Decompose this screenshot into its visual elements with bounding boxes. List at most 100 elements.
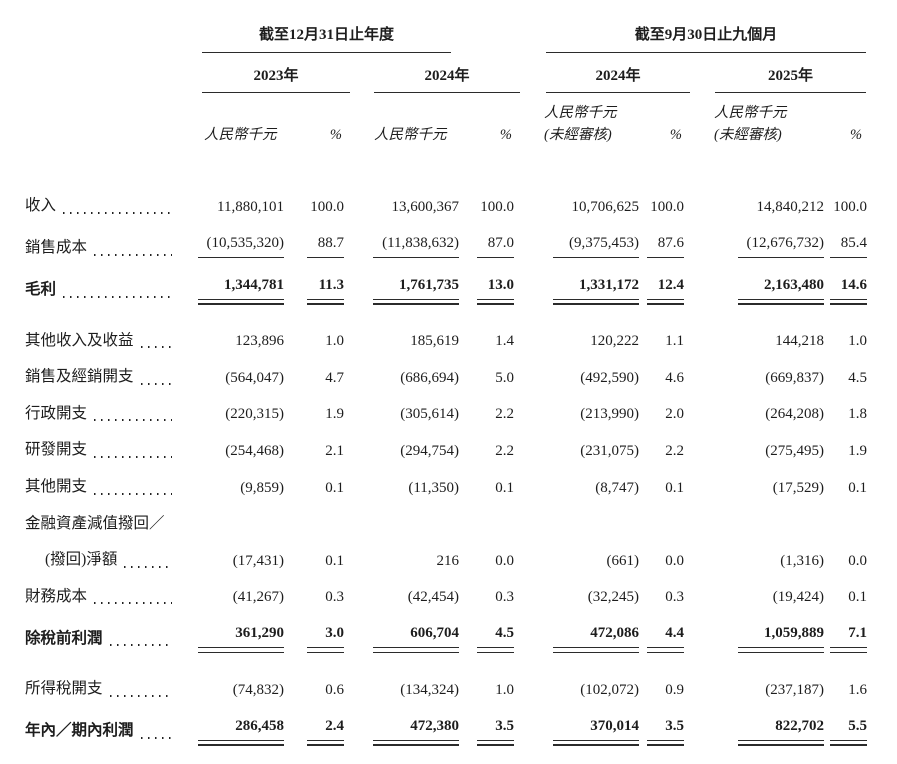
row-label-cell: 銷售成本 (25, 226, 180, 268)
amount-cell (350, 507, 465, 544)
percent-value: 5.0 (495, 369, 515, 386)
percent-value: 4.5 (477, 624, 515, 654)
percent-cell: 3.5 (645, 709, 690, 751)
unit-label: 人民幣千元 (374, 127, 447, 144)
row-label: 年內／期內利潤 (25, 722, 134, 740)
percent-value: 88.7 (307, 234, 344, 258)
row-label-cell: (撥回)淨額 (25, 543, 180, 580)
table-row: 財務成本 (41,267) 0.3 (42,454) 0.3 (32,245) 0.3 (19… (25, 580, 870, 617)
amount-cell: (669,837) (690, 360, 830, 397)
amount-value: (19,424) (772, 589, 825, 606)
percent-value: 1.1 (665, 333, 685, 350)
row-label: 金融資產減值撥回／ (25, 514, 165, 532)
percent-cell: 85.4 (830, 226, 870, 268)
percent-cell: 1.8 (830, 397, 870, 434)
percent-value: 1.8 (848, 406, 868, 423)
dot-leader (94, 602, 172, 605)
amount-value: (564,047) (225, 369, 284, 386)
table-row: (撥回)淨額 (17,431) 0.1 216 0.0 (661) 0.0 (1,316) 0.… (25, 543, 870, 580)
row-label: 研發開支 (25, 441, 88, 459)
amount-cell (520, 507, 645, 544)
dot-leader (140, 382, 172, 385)
percent-cell: 2.1 (290, 433, 350, 470)
percent-value: 0.1 (495, 479, 515, 496)
percent-value: 0.0 (665, 552, 685, 569)
row-label: 除稅前利潤 (25, 629, 103, 647)
amount-value: (102,072) (580, 681, 640, 698)
percent-cell: 4.4 (645, 616, 690, 658)
amount-value: 144,218 (775, 333, 825, 350)
percent-cell: 0.1 (830, 470, 870, 507)
amount-value: (237,187) (765, 681, 825, 698)
amount-value: (10,535,320) (198, 234, 284, 258)
amount-value: (12,676,732) (738, 234, 825, 258)
amount-value: (275,495) (765, 442, 825, 459)
amount-cell: 13,600,367 (350, 147, 465, 226)
dot-leader (140, 346, 172, 349)
row-label: 銷售成本 (25, 238, 88, 256)
amount-value: (17,529) (772, 479, 825, 496)
amount-cell: 185,619 (350, 310, 465, 361)
row-label-cell: 財務成本 (25, 580, 180, 617)
percent-value: 85.4 (830, 234, 868, 258)
percent-cell (290, 507, 350, 544)
amount-cell: 361,290 (180, 616, 290, 658)
percent-value: 14.6 (830, 276, 868, 305)
percent-value: 2.4 (307, 717, 344, 746)
amount-cell: 286,458 (180, 709, 290, 751)
dot-leader (63, 211, 172, 214)
unit-label-text: 人民幣千元 (714, 105, 787, 121)
amount-cell: (42,454) (350, 580, 465, 617)
amount-value: (9,859) (240, 479, 284, 496)
row-label-cell: 收入 (25, 147, 180, 226)
table-row: 毛利 1,344,781 11.3 1,761,735 13.0 1,331,172 12.… (25, 268, 870, 310)
row-label: 行政開支 (25, 404, 88, 422)
percent-value: 2.2 (665, 442, 685, 459)
percent-cell: 0.3 (465, 580, 520, 617)
percent-value: 7.1 (830, 624, 868, 654)
percent-cell: 0.0 (645, 543, 690, 580)
percent-cell: 0.1 (465, 470, 520, 507)
dot-leader (94, 455, 172, 458)
amount-value: (17,431) (232, 552, 284, 569)
percent-value: 0.9 (665, 681, 685, 698)
period-group-9m-title: 截至9月30日止九個月 (546, 26, 867, 53)
amount-value: (220,315) (225, 406, 284, 423)
header-spacer (25, 53, 180, 93)
amount-value: 822,702 (738, 717, 825, 746)
row-label: 銷售及經銷開支 (25, 368, 134, 386)
percent-cell: 0.0 (830, 543, 870, 580)
amount-value: (254,468) (225, 442, 284, 459)
percent-value: 4.5 (848, 369, 868, 386)
amount-cell: (17,529) (690, 470, 830, 507)
amount-cell: (220,315) (180, 397, 290, 434)
amount-value: (231,075) (580, 442, 640, 459)
percent-value: 0.1 (665, 479, 685, 496)
amount-cell: (661) (520, 543, 645, 580)
amount-cell: 144,218 (690, 310, 830, 361)
percent-cell: 1.9 (830, 433, 870, 470)
amount-cell: 370,014 (520, 709, 645, 751)
unit-label: 人民幣千元 (未經審核) (520, 93, 645, 147)
amount-value: (41,267) (232, 589, 284, 606)
amount-cell: (17,431) (180, 543, 290, 580)
percent-value: 1.0 (325, 333, 344, 350)
table-row: 所得稅開支 (74,832) 0.6 (134,324) 1.0 (102,072) 0.9… (25, 658, 870, 709)
percent-cell: 7.1 (830, 616, 870, 658)
table-body: 收入 11,880,101 100.0 13,600,367 100.0 10,706,6… (25, 147, 870, 751)
percent-cell: 87.0 (465, 226, 520, 268)
percent-value: 1.0 (848, 333, 868, 350)
amount-value: 361,290 (198, 624, 284, 654)
percent-value: 100.0 (650, 198, 685, 215)
unit-header-row: 人民幣千元 % 人民幣千元 % 人民幣千元 (未經審核) % 人民幣千元 (未經… (25, 93, 870, 147)
amount-value: 1,059,889 (738, 624, 825, 654)
percent-value: 3.5 (647, 717, 685, 746)
amount-cell: 120,222 (520, 310, 645, 361)
amount-value: (686,694) (400, 369, 460, 386)
percent-cell (645, 507, 690, 544)
percent-cell: 1.0 (290, 310, 350, 361)
percent-value: 87.0 (477, 234, 515, 258)
amount-value: (42,454) (407, 589, 460, 606)
year-header-row: 2023年 2024年 2024年 2025年 (25, 53, 870, 93)
